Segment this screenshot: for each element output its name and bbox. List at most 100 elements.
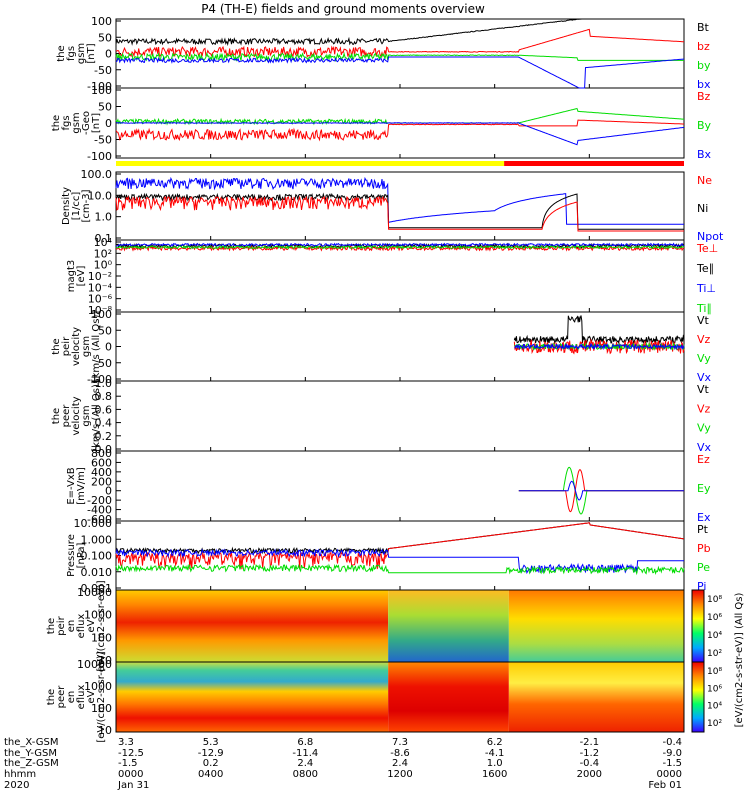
panel-frame-efield (115, 450, 685, 522)
legend-efield-Ey: Ey (697, 482, 711, 495)
ytick-label-peir_vel: -50 (94, 357, 112, 370)
series-tiperp (115, 242, 685, 248)
ylabel-line: en (66, 691, 77, 704)
ephemeris-value: 0.2 (203, 758, 219, 769)
legend-peir_vel-Vy: Vy (697, 352, 711, 365)
colorbar-tick-peir_spec: 10⁶ (707, 613, 722, 623)
legend-density-Ne: Ne (697, 174, 712, 187)
ylabel-line: fgs (61, 115, 72, 130)
ylabel-line: [mV/m] (76, 467, 87, 505)
series-tipar (115, 244, 685, 250)
ytick-label-fgs_geo: -100 (87, 150, 112, 163)
legend-fgs-bx: bx (697, 78, 711, 91)
colorbar-tick-peir_spec: 10⁴ (707, 631, 722, 641)
legend-temp-Ti⊥: Ti⊥ (696, 282, 716, 295)
ephemeris-value: -1.5 (662, 758, 682, 769)
ytick-label-density: 10.0 (88, 189, 113, 202)
ephemeris-value: -0.4 (662, 737, 682, 748)
ytick-label-efield: 400 (91, 466, 112, 479)
ephemeris-value: -8.6 (390, 748, 410, 759)
ephemeris-value: 5.3 (203, 737, 219, 748)
ytick-label-efield: 0 (105, 485, 112, 498)
legend-pressure-Pe: Pe (697, 561, 710, 574)
ephemeris-value: -12.9 (198, 748, 224, 759)
ylabel-line: [eV/(cm2-s-sr-eV)] (96, 580, 107, 671)
ylabel-line: fgs (66, 46, 77, 61)
ytick-label-peer_vel: 0.8 (95, 390, 113, 403)
spectrogram-peir_spec (508, 590, 684, 662)
ylabel-line: [nT] (91, 113, 102, 133)
ylabel-line: eV (86, 619, 97, 632)
mode-bar-slow (116, 161, 505, 166)
ytick-label-fgs: 100 (91, 15, 112, 28)
ytick-label-peer_vel: 1.0 (95, 377, 113, 390)
series-ex (518, 480, 684, 501)
ytick-label-temp: 10⁰ (94, 259, 113, 272)
series-pt (115, 522, 685, 555)
ytick-label-fgs: 0 (105, 48, 112, 61)
ephemeris-value: 2.4 (392, 758, 408, 769)
ylabel-line: [cm-3] (81, 189, 92, 222)
date-start: Jan 31 (117, 780, 149, 791)
series-bt (115, 18, 684, 47)
legend-temp-Ti∥: Ti∥ (696, 302, 712, 315)
ytick-label-efield: 200 (91, 475, 112, 488)
ylabel-peir_vel: the peir velocity gsm [km/s (All Qs)] (51, 311, 102, 383)
ytick-label-peir_spec: 10 (98, 654, 112, 667)
legend-fgs_geo-By: By (697, 119, 712, 132)
ylabel-line: Pressure (66, 534, 77, 577)
mode-bar-fast (504, 161, 684, 166)
legend-fgs_geo-Bz: Bz (697, 90, 711, 103)
spectrogram-peir_spec (116, 590, 389, 662)
ytick-label-peir_spec: 10000 (77, 586, 112, 599)
ephemeris-value: 2.4 (297, 758, 313, 769)
ytick-label-density: 1.0 (95, 211, 113, 224)
ephemeris-value: -1.2 (580, 748, 600, 759)
xtick-label: 0800 (293, 769, 318, 780)
legend-pressure-Pi: Pi (697, 580, 706, 593)
legend-peer_vel-Vz: Vz (697, 402, 711, 415)
spectrogram-peer_spec (508, 662, 684, 732)
ephemeris-value: -12.5 (118, 748, 144, 759)
ylabel-pressure: Pressure [nPa] (66, 534, 87, 577)
ylabel-line: the (51, 408, 62, 424)
legend-fgs-bz: bz (697, 40, 710, 53)
xtick-label: 0400 (198, 769, 223, 780)
ytick-label-peer_spec: 1000 (84, 680, 112, 693)
ylabel-line: [1/cc] (71, 192, 82, 221)
series-ni (115, 192, 684, 230)
colorbar-tick-peer_spec: 10⁸ (707, 667, 722, 677)
series-By (115, 107, 685, 126)
legend-efield-Ex: Ex (697, 511, 711, 524)
colorbar-tick-peer_spec: 10² (707, 719, 722, 729)
series-Bx (116, 122, 685, 146)
ephemeris-value: -9.0 (662, 748, 682, 759)
spectrogram-peir_spec (388, 590, 509, 662)
ylabel-fgs: the fgs gsm [nT] (56, 43, 97, 64)
ytick-label-peer_vel: 0.6 (95, 403, 113, 416)
ylabel-density: Density [1/cc] [cm-3] (61, 187, 92, 225)
ytick-label-efield: -400 (87, 504, 112, 517)
ephemeris-value: -11.4 (292, 748, 318, 759)
xtick-label: 2000 (577, 769, 602, 780)
ytick-label-fgs: 50 (98, 31, 112, 44)
ylabel-efield: E=-VxB [mV/m] (66, 467, 87, 505)
ylabel-line: E=-VxB (66, 467, 77, 504)
ytick-label-peer_spec: 10 (98, 724, 112, 737)
ytick-label-efield: -600 (87, 513, 112, 526)
ylabel-line: the (46, 689, 57, 705)
ytick-label-peer_vel: 0.2 (95, 430, 113, 443)
series-bz (115, 28, 685, 58)
colorbar-tick-peer_spec: 10⁴ (707, 702, 722, 712)
ephemeris-value: -2.1 (580, 737, 600, 748)
ytick-label-pressure: 0.010 (81, 566, 113, 579)
xtick-label: 1600 (482, 769, 507, 780)
xtick-label: 0000 (118, 769, 143, 780)
ylabel-line: gsm (71, 112, 82, 133)
ytick-label-fgs_geo: -50 (94, 134, 112, 147)
ytick-label-efield: 800 (91, 447, 112, 460)
ylabel-line: the (51, 338, 62, 354)
ytick-label-fgs_geo: 50 (98, 101, 112, 114)
ylabel-line: [nT] (86, 43, 97, 63)
ytick-label-pressure: 1.000 (81, 533, 113, 546)
